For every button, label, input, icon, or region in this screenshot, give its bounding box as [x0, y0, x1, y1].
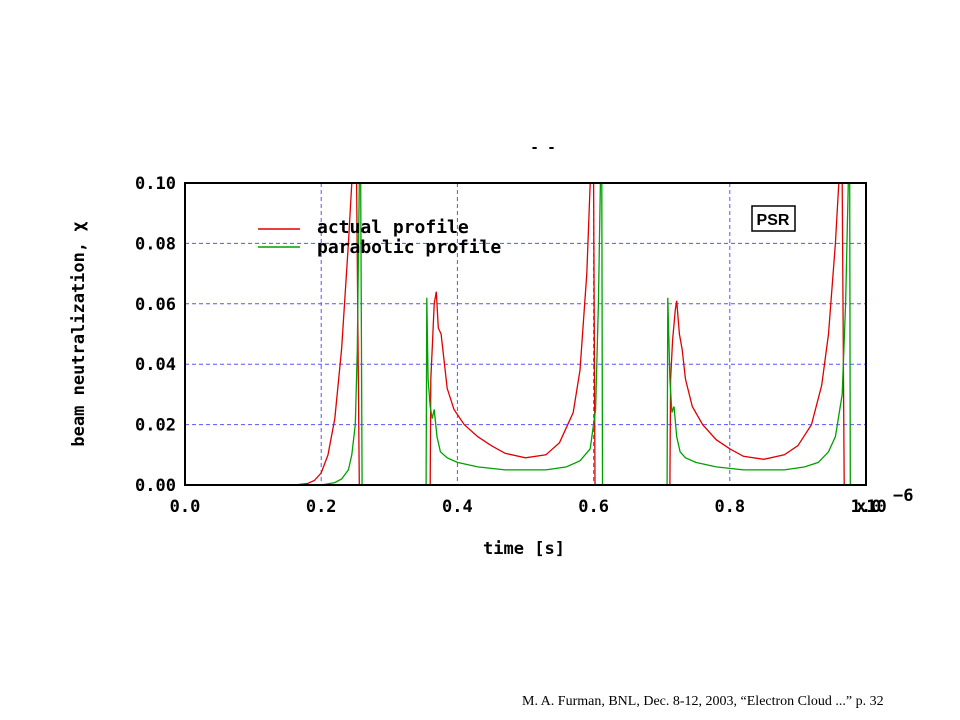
footer-citation: M. A. Furman, BNL, Dec. 8-12, 2003, “Ele…: [522, 694, 884, 709]
x-multiplier-exponent: −6: [893, 486, 913, 506]
y-tick-label: 0.06: [135, 295, 176, 315]
chart-title: - -: [530, 140, 555, 156]
y-tick-labels: 0.00 0.02 0.04 0.06 0.08 0.10: [135, 174, 176, 496]
legend: actual profile parabolic profile: [258, 217, 501, 258]
y-tick-label: 0.04: [135, 355, 176, 375]
y-axis-label: beam neutralization, χ: [69, 221, 89, 446]
x-multiplier-label: x10: [856, 497, 887, 517]
series-line-actual: [185, 183, 866, 485]
y-tick-label: 0.08: [135, 234, 176, 254]
x-tick-labels: 0.0 0.2 0.4 0.6 0.8 1.0: [170, 497, 882, 517]
legend-label-parabolic: parabolic profile: [317, 237, 501, 258]
series-layer: [185, 183, 866, 485]
grid: [185, 183, 866, 485]
y-tick-label: 0.00: [135, 476, 176, 496]
x-tick-label: 0.2: [306, 497, 337, 517]
x-tick-label: 0.4: [442, 497, 473, 517]
x-tick-label: 0.6: [578, 497, 609, 517]
legend-label-actual: actual profile: [317, 217, 469, 238]
x-tick-label: 1.0: [851, 497, 882, 517]
psr-box: [751, 205, 796, 232]
x-axis-label: time [s]: [483, 539, 565, 559]
y-tick-label: 0.02: [135, 416, 176, 436]
y-tick-label: 0.10: [135, 174, 176, 194]
x-tick-label: 0.0: [170, 497, 201, 517]
series-line-parabolic: [185, 183, 866, 485]
x-tick-label: 0.8: [714, 497, 745, 517]
psr-label: PSR: [757, 212, 790, 229]
plot-frame: [184, 182, 867, 486]
psr-annotation: PSR: [751, 205, 796, 232]
